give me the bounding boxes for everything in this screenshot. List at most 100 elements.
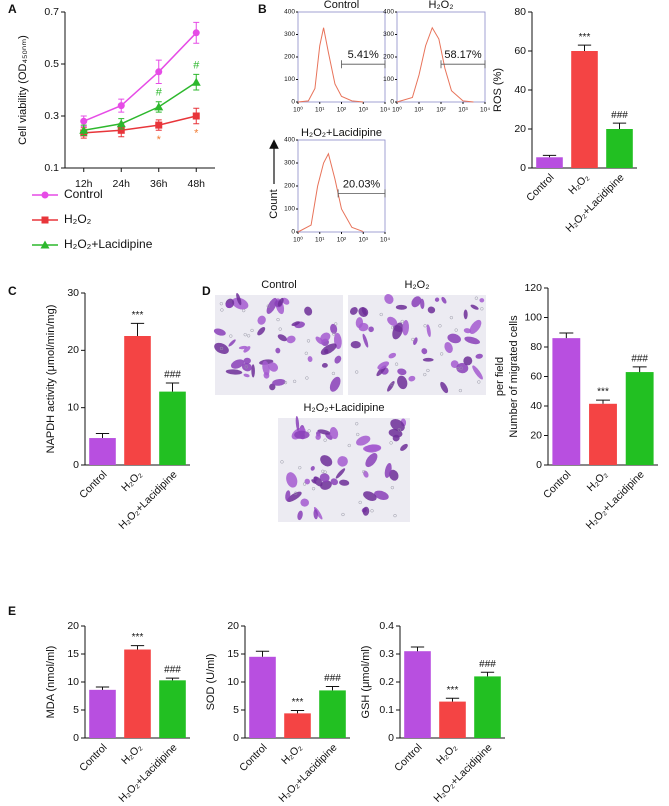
cell: [350, 341, 361, 349]
error-bar: [130, 645, 145, 650]
y-axis-label: Cell viability (OD₄₅₀ₙₘ): [17, 35, 29, 145]
pore: [332, 332, 336, 336]
x-tick-label: 10⁰: [293, 236, 303, 244]
cell: [272, 379, 286, 386]
cell: [320, 332, 331, 343]
panel-label: B: [258, 2, 267, 16]
gate-label: 5.41%: [348, 49, 379, 61]
cell: [286, 491, 302, 502]
bar: [159, 680, 186, 738]
bar: [552, 338, 581, 465]
bar: [89, 438, 116, 465]
pore: [341, 512, 345, 517]
cell: [262, 360, 270, 376]
cell: [463, 328, 472, 334]
cell: [397, 368, 407, 376]
point: [80, 117, 88, 125]
y-tick-label: 100: [284, 206, 295, 213]
error-bar: [632, 366, 647, 373]
bar: [404, 651, 431, 738]
panel-label: C: [8, 284, 17, 298]
pore: [229, 334, 233, 338]
pore: [280, 460, 284, 464]
legend-marker: [40, 240, 50, 249]
cell: [422, 357, 434, 362]
cell: [464, 336, 480, 345]
y-tick-label: 15: [67, 648, 79, 660]
pore: [423, 372, 427, 377]
bar: [439, 701, 466, 738]
cell: [310, 465, 315, 471]
point: [155, 68, 163, 76]
pore: [411, 337, 415, 342]
significance: ***: [579, 32, 591, 43]
y-axis-label: Count: [268, 189, 280, 218]
y-tick-label: 0: [233, 732, 239, 744]
pore: [459, 366, 463, 370]
y-tick-label: 300: [284, 31, 295, 38]
cell: [329, 427, 339, 440]
y-tick-label: 0.1: [379, 704, 394, 716]
cell: [286, 335, 296, 344]
cell: [320, 480, 332, 490]
cell: [277, 297, 284, 307]
significance: ***: [292, 697, 304, 708]
y-tick-label: 0: [388, 732, 394, 744]
cell: [463, 356, 473, 366]
y-tick-label: 80: [530, 341, 542, 353]
histogram-title: Control: [324, 0, 359, 11]
pore: [302, 482, 307, 486]
pore: [379, 312, 383, 317]
cell: [390, 419, 405, 432]
y-tick-label: 40: [530, 400, 542, 412]
cell: [420, 298, 425, 310]
error-bar: [290, 710, 305, 714]
cell: [319, 473, 330, 483]
pore: [449, 315, 454, 320]
pore: [423, 324, 427, 328]
cell: [315, 336, 324, 345]
x-tick-label: Control: [392, 742, 424, 774]
cell: [356, 435, 371, 446]
pore: [323, 470, 327, 474]
significance: ###: [479, 659, 496, 670]
y-tick-label: 5: [233, 704, 239, 716]
cell: [362, 333, 369, 348]
y-axis-label: GSH (μmol/ml): [360, 646, 372, 719]
cell: [269, 383, 276, 391]
point: [116, 119, 126, 128]
x-tick-label: Control: [77, 742, 109, 774]
cell: [450, 360, 459, 368]
pore: [246, 334, 251, 338]
y-axis-label: MDA (nmol/ml): [45, 646, 57, 719]
pore: [362, 470, 366, 474]
y-axis-label: SOD (U/ml): [205, 654, 217, 711]
y-tick-label: 0.3: [44, 110, 59, 122]
y-tick-label: 10: [227, 676, 239, 688]
x-tick-label: 24h: [112, 178, 130, 190]
x-tick-label: Control: [524, 172, 556, 204]
point: [117, 126, 125, 134]
bar: [249, 656, 276, 738]
cell: [365, 453, 378, 468]
pore: [391, 325, 395, 330]
cell: [444, 342, 453, 354]
pore: [276, 317, 280, 322]
micrograph: [348, 295, 486, 395]
cell: [411, 296, 422, 308]
pore: [454, 328, 458, 332]
y-tick-label: 100: [524, 311, 542, 323]
cell: [225, 369, 243, 375]
series-line: [83, 81, 197, 132]
cell: [317, 429, 331, 435]
cell: [268, 362, 279, 372]
error-bar: [95, 686, 110, 690]
y-axis-label: ROS (%): [492, 68, 504, 112]
significance: *: [194, 128, 199, 140]
point: [117, 102, 125, 110]
bar: [124, 336, 151, 465]
pore: [219, 346, 224, 351]
y-tick-label: 0.4: [379, 620, 394, 632]
cell: [374, 490, 389, 500]
y-tick-label: 400: [383, 9, 394, 16]
